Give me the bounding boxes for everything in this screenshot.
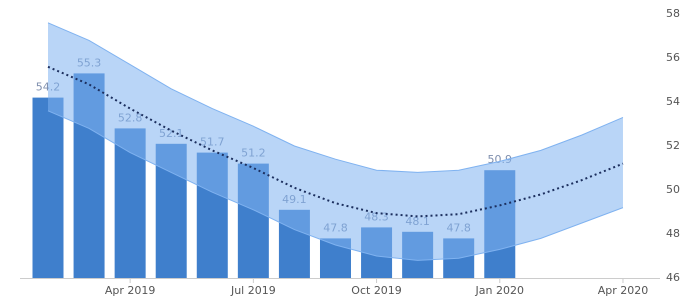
band-edge — [47, 22, 624, 173]
band-edge — [47, 110, 624, 261]
confidence-band — [48, 22, 623, 261]
y-tick-label: 56 — [666, 51, 680, 64]
x-tick-label: Jul 2019 — [230, 284, 276, 297]
bar — [32, 97, 64, 278]
x-tick-label: Oct 2019 — [351, 284, 402, 297]
x-tick-label: Apr 2019 — [105, 284, 156, 297]
y-tick-label: 46 — [666, 271, 680, 284]
y-tick-label: 54 — [666, 95, 680, 108]
y-tick-label: 50 — [666, 183, 680, 196]
x-tick-label: Jan 2020 — [475, 284, 524, 297]
y-tick-label: 52 — [666, 139, 680, 152]
y-tick-label: 48 — [666, 227, 680, 240]
x-tick-label: Apr 2020 — [598, 284, 649, 297]
y-tick-label: 58 — [666, 7, 680, 20]
